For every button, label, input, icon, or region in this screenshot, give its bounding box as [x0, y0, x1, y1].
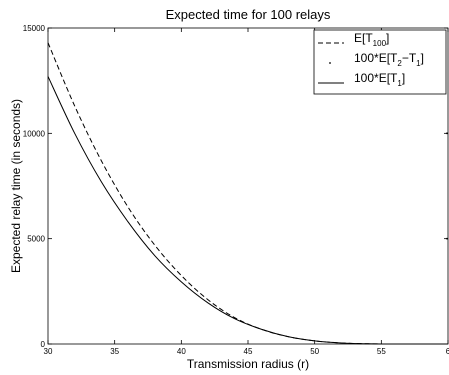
- series-point-2: [446, 237, 448, 240]
- x-tick-label: 35: [110, 347, 119, 356]
- chart-title: Expected time for 100 relays: [166, 7, 331, 22]
- series-layer: [47, 42, 448, 345]
- y-axis-title: Expected relay time (in seconds): [9, 99, 23, 273]
- y-tick-label: 0: [41, 340, 46, 349]
- legend: E[T100] 100*E[T2−T1] 100*E[T1]: [313, 29, 447, 95]
- x-axis-title: Transmission radius (r): [187, 357, 309, 371]
- x-tick-label: 30: [44, 347, 53, 356]
- series-point-2: [446, 132, 448, 135]
- legend-marker-2: [329, 62, 331, 64]
- x-tick-label: 55: [377, 347, 386, 356]
- series-line-3: [47, 76, 448, 345]
- y-tick-label: 10000: [23, 129, 46, 138]
- legend-label-1: E[T100]: [354, 31, 389, 48]
- x-tick-label: 40: [177, 347, 186, 356]
- legend-label-2: 100*E[T2−T1]: [354, 51, 424, 68]
- x-tick-label: 50: [310, 347, 319, 356]
- y-tick-label: 15000: [23, 24, 46, 33]
- y-tick-label: 5000: [27, 235, 45, 244]
- legend-label-3: 100*E[T1]: [354, 71, 405, 88]
- x-tick-label: 45: [244, 347, 253, 356]
- x-tick-label: 6: [446, 347, 449, 356]
